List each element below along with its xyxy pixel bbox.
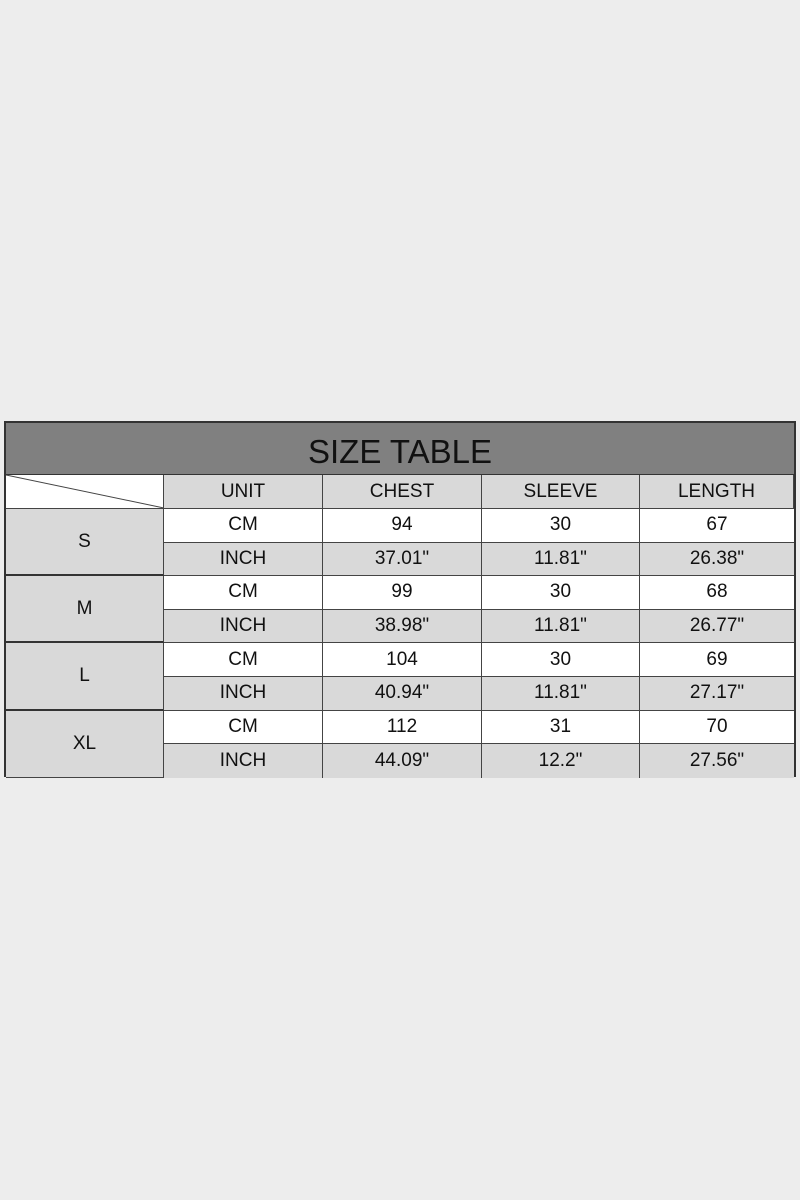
value-cell: 38.98" (323, 609, 482, 644)
diagonal-line (6, 475, 164, 509)
value-cell: 30 (482, 509, 640, 543)
size-label: L (6, 643, 164, 711)
size-label: M (6, 576, 164, 644)
value-cell: 104 (323, 643, 482, 677)
value-cell: 70 (640, 710, 794, 745)
unit-cell: CM (164, 643, 323, 677)
value-cell: 26.38" (640, 542, 794, 577)
value-cell: 12.2" (482, 744, 640, 778)
table-title: SIZE TABLE (6, 423, 794, 475)
value-cell: 99 (323, 576, 482, 610)
value-cell: 67 (640, 509, 794, 543)
column-header: CHEST (323, 475, 482, 509)
value-cell: 94 (323, 509, 482, 543)
unit-cell: INCH (164, 677, 323, 711)
value-cell: 68 (640, 576, 794, 610)
column-header: LENGTH (640, 475, 794, 509)
corner-cell (6, 475, 164, 509)
value-cell: 69 (640, 643, 794, 677)
value-cell: 31 (482, 710, 640, 745)
size-label: XL (6, 710, 164, 778)
value-cell: 27.17" (640, 677, 794, 711)
unit-cell: INCH (164, 609, 323, 644)
value-cell: 44.09" (323, 744, 482, 778)
column-header: UNIT (164, 475, 323, 509)
value-cell: 30 (482, 576, 640, 610)
size-label: S (6, 509, 164, 577)
unit-cell: INCH (164, 744, 323, 778)
unit-cell: CM (164, 576, 323, 610)
value-cell: 11.81" (482, 677, 640, 711)
value-cell: 11.81" (482, 542, 640, 577)
unit-cell: INCH (164, 542, 323, 577)
value-cell: 11.81" (482, 609, 640, 644)
unit-cell: CM (164, 710, 323, 745)
value-cell: 112 (323, 710, 482, 745)
column-header: SLEEVE (482, 475, 640, 509)
value-cell: 27.56" (640, 744, 794, 778)
unit-cell: CM (164, 509, 323, 543)
value-cell: 30 (482, 643, 640, 677)
value-cell: 26.77" (640, 609, 794, 644)
value-cell: 40.94" (323, 677, 482, 711)
size-table: SIZE TABLE UNIT CHEST SLEEVE LENGTH S CM 94 30 6… (4, 421, 796, 778)
value-cell: 37.01" (323, 542, 482, 577)
